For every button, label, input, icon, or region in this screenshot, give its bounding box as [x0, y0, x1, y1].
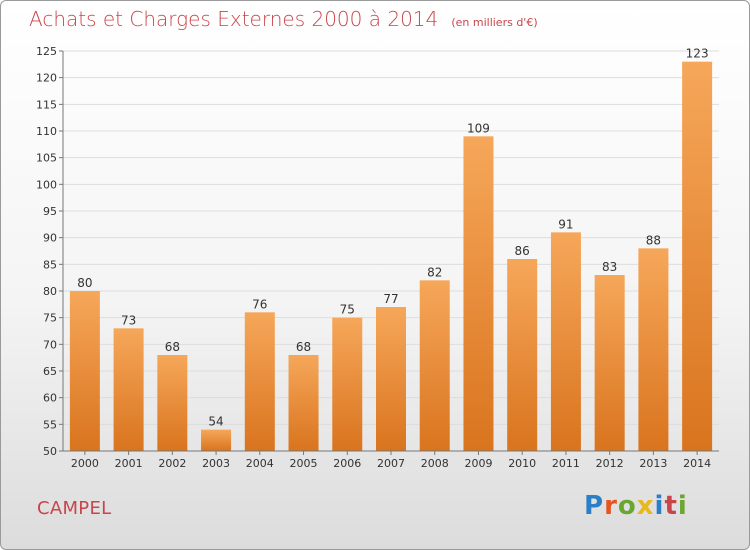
x-tick-label: 2012	[596, 457, 624, 470]
chart-title: Achats et Charges Externes 2000 à 2014 (…	[29, 7, 538, 31]
logo-letter: i	[677, 491, 688, 521]
x-tick-label: 2010	[508, 457, 536, 470]
bar	[419, 280, 450, 451]
bar	[157, 355, 188, 451]
x-tick-label: 2011	[552, 457, 580, 470]
bar-value-label: 123	[686, 47, 709, 61]
y-tick-label: 115	[36, 98, 57, 111]
bar	[201, 429, 232, 451]
logo-letter: r	[604, 491, 618, 521]
bar	[332, 317, 363, 451]
y-tick-label: 120	[36, 72, 57, 85]
bar-value-label: 109	[467, 121, 490, 135]
bar-value-label: 86	[515, 244, 530, 258]
bar-value-label: 88	[646, 233, 661, 247]
logo-letter: P	[584, 491, 605, 521]
y-tick-label: 55	[43, 418, 57, 431]
bar	[507, 259, 538, 451]
y-tick-label: 105	[36, 152, 57, 165]
x-tick-label: 2002	[158, 457, 186, 470]
chart-title-unit: (en milliers d'€)	[451, 16, 538, 29]
x-tick-label: 2008	[421, 457, 449, 470]
commune-name: CAMPEL	[37, 498, 112, 519]
bar-value-label: 80	[77, 276, 92, 290]
bar	[682, 61, 713, 452]
bar-value-label: 75	[340, 303, 355, 317]
y-tick-label: 75	[43, 312, 57, 325]
bar	[288, 355, 319, 451]
bar-value-label: 83	[602, 260, 617, 274]
logo-letter: i	[654, 491, 665, 521]
bar-value-label: 54	[208, 415, 223, 429]
x-tick-label: 2003	[202, 457, 230, 470]
logo-letter: o	[617, 491, 637, 521]
value-labels: 80 73 68 54 76 68 75 77 82 109 86 91 83 88 123	[77, 47, 708, 429]
bar	[594, 275, 625, 451]
x-tick-label: 2014	[683, 457, 711, 470]
x-tick-label: 2009	[464, 457, 492, 470]
bar-value-label: 82	[427, 265, 442, 279]
y-tick-label: 65	[43, 365, 57, 378]
bar-value-label: 73	[121, 313, 136, 327]
bar-value-label: 77	[383, 292, 398, 306]
x-tick-label: 2006	[333, 457, 361, 470]
y-tick-label: 50	[43, 445, 57, 458]
y-axis: 50 55 60 65 70 75 80 85 90 95 100 105 110 115 120 125	[36, 45, 64, 458]
bar-value-label: 68	[165, 340, 180, 354]
bar	[69, 291, 100, 451]
bar-value-label: 76	[252, 297, 267, 311]
x-tick-label: 2001	[115, 457, 143, 470]
bar	[244, 312, 275, 451]
bar-value-label: 68	[296, 340, 311, 354]
bars	[69, 61, 713, 452]
logo-letter: x	[636, 491, 655, 521]
proxiti-logo: Proxiti	[584, 491, 688, 521]
x-tick-label: 2005	[290, 457, 318, 470]
chart-title-main: Achats et Charges Externes 2000 à 2014	[29, 7, 439, 31]
x-tick-label: 2000	[71, 457, 99, 470]
y-tick-label: 100	[36, 178, 57, 191]
x-axis: 2000 2001 2002 2003 2004 2005 2006 2007 2008 2009…	[63, 450, 719, 470]
y-tick-label: 80	[43, 285, 57, 298]
x-tick-label: 2007	[377, 457, 405, 470]
y-tick-label: 125	[36, 45, 57, 58]
y-tick-label: 60	[43, 392, 57, 405]
y-tick-label: 85	[43, 258, 57, 271]
logo-letter: t	[664, 491, 678, 521]
y-tick-label: 70	[43, 338, 57, 351]
bar	[463, 136, 494, 452]
y-tick-label: 110	[36, 125, 57, 138]
x-tick-label: 2013	[639, 457, 667, 470]
bar	[376, 307, 406, 451]
x-tick-label: 2004	[246, 457, 274, 470]
y-tick-label: 90	[43, 232, 57, 245]
bar	[113, 328, 144, 451]
bar	[550, 232, 581, 451]
bar-value-label: 91	[558, 217, 573, 231]
y-tick-label: 95	[43, 205, 57, 218]
bar	[638, 248, 669, 451]
